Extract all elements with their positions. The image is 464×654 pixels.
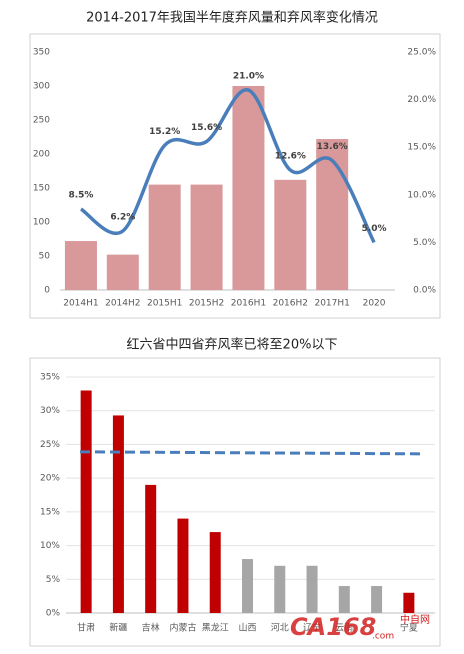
x-tick-label: 2015H1 <box>147 299 182 309</box>
bar <box>145 484 157 613</box>
x-tick-label: 内蒙古 <box>169 622 196 634</box>
y-tick-label: 100 <box>33 218 50 228</box>
data-label: 21.0% <box>233 72 264 82</box>
x-tick-label: 2017H1 <box>314 299 349 309</box>
y-tick-label: 300 <box>33 82 50 92</box>
y2-tick-label: 15.0% <box>407 143 436 153</box>
data-label: 15.6% <box>191 123 222 133</box>
x-tick-label: 宁夏 <box>400 622 418 634</box>
bar <box>316 139 349 290</box>
y2-tick-label: 10.0% <box>407 190 436 200</box>
y-tick-label: 20% <box>40 474 60 484</box>
data-label: 13.6% <box>317 142 348 152</box>
x-tick-label: 云南 <box>335 622 353 634</box>
bar <box>80 390 92 613</box>
data-label: 8.5% <box>68 191 93 201</box>
y-tick-label: 25% <box>40 440 60 450</box>
y2-tick-label: 0.0% <box>413 286 436 296</box>
x-tick-label: 黑龙江 <box>202 622 229 634</box>
bar <box>190 184 223 290</box>
x-tick-label: 新疆 <box>109 622 127 634</box>
bar <box>371 586 383 613</box>
bar <box>242 559 253 613</box>
y-tick-label: 10% <box>40 541 60 551</box>
y-tick-label: 50 <box>39 252 51 262</box>
bar <box>209 532 221 613</box>
y-tick-label: 200 <box>33 150 50 160</box>
y-tick-label: 250 <box>33 116 50 126</box>
x-tick-label: 辽宁 <box>303 622 321 634</box>
data-label: 15.2% <box>149 127 180 137</box>
data-label: 5.0% <box>362 224 387 234</box>
reference-line <box>79 450 426 456</box>
bar <box>274 179 307 290</box>
y-tick-label: 5% <box>46 575 61 585</box>
y-tick-label: 30% <box>40 406 60 416</box>
chart-title: 红六省中四省弃风率已将至20%以下 <box>127 337 338 353</box>
y2-tick-label: 25.0% <box>407 48 436 58</box>
y-tick-label: 35% <box>40 373 60 383</box>
x-tick-label: 山西 <box>238 623 256 634</box>
x-tick-label: 2016H1 <box>231 299 266 309</box>
x-tick-label: 2014H1 <box>63 299 98 309</box>
x-tick-label: 2015H2 <box>189 299 224 309</box>
bar <box>403 592 415 613</box>
y-tick-label: 0% <box>46 609 61 619</box>
y2-tick-label: 20.0% <box>407 95 436 105</box>
chart-title: 2014-2017年我国半年度弃风量和弃风率变化情况 <box>86 10 378 26</box>
data-label: 6.2% <box>110 212 135 222</box>
x-tick-label: 吉林 <box>142 622 160 634</box>
bar <box>177 518 189 613</box>
watermark: .com <box>372 632 394 642</box>
y-tick-label: 15% <box>40 507 60 517</box>
line <box>79 88 376 244</box>
bar <box>338 586 350 613</box>
x-tick-label: 2016H2 <box>273 299 308 309</box>
bar <box>232 86 265 290</box>
x-tick-label: 2020 <box>363 299 386 309</box>
bar <box>112 415 124 613</box>
y-tick-label: 0 <box>44 286 50 296</box>
y-tick-label: 150 <box>33 184 50 194</box>
y2-tick-label: 5.0% <box>413 238 436 248</box>
data-label: 12.6% <box>275 152 306 162</box>
y-tick-label: 350 <box>33 48 50 58</box>
watermark: CA168 <box>290 613 376 641</box>
bar <box>148 184 181 290</box>
x-tick-label: 2014H2 <box>105 299 140 309</box>
x-tick-label: 河北 <box>271 622 289 634</box>
bar <box>306 565 318 613</box>
bar <box>274 565 286 613</box>
watermark: 中自网 <box>400 613 430 626</box>
bar <box>64 241 97 290</box>
bar <box>106 254 139 290</box>
x-tick-label: 甘肃 <box>77 622 95 634</box>
